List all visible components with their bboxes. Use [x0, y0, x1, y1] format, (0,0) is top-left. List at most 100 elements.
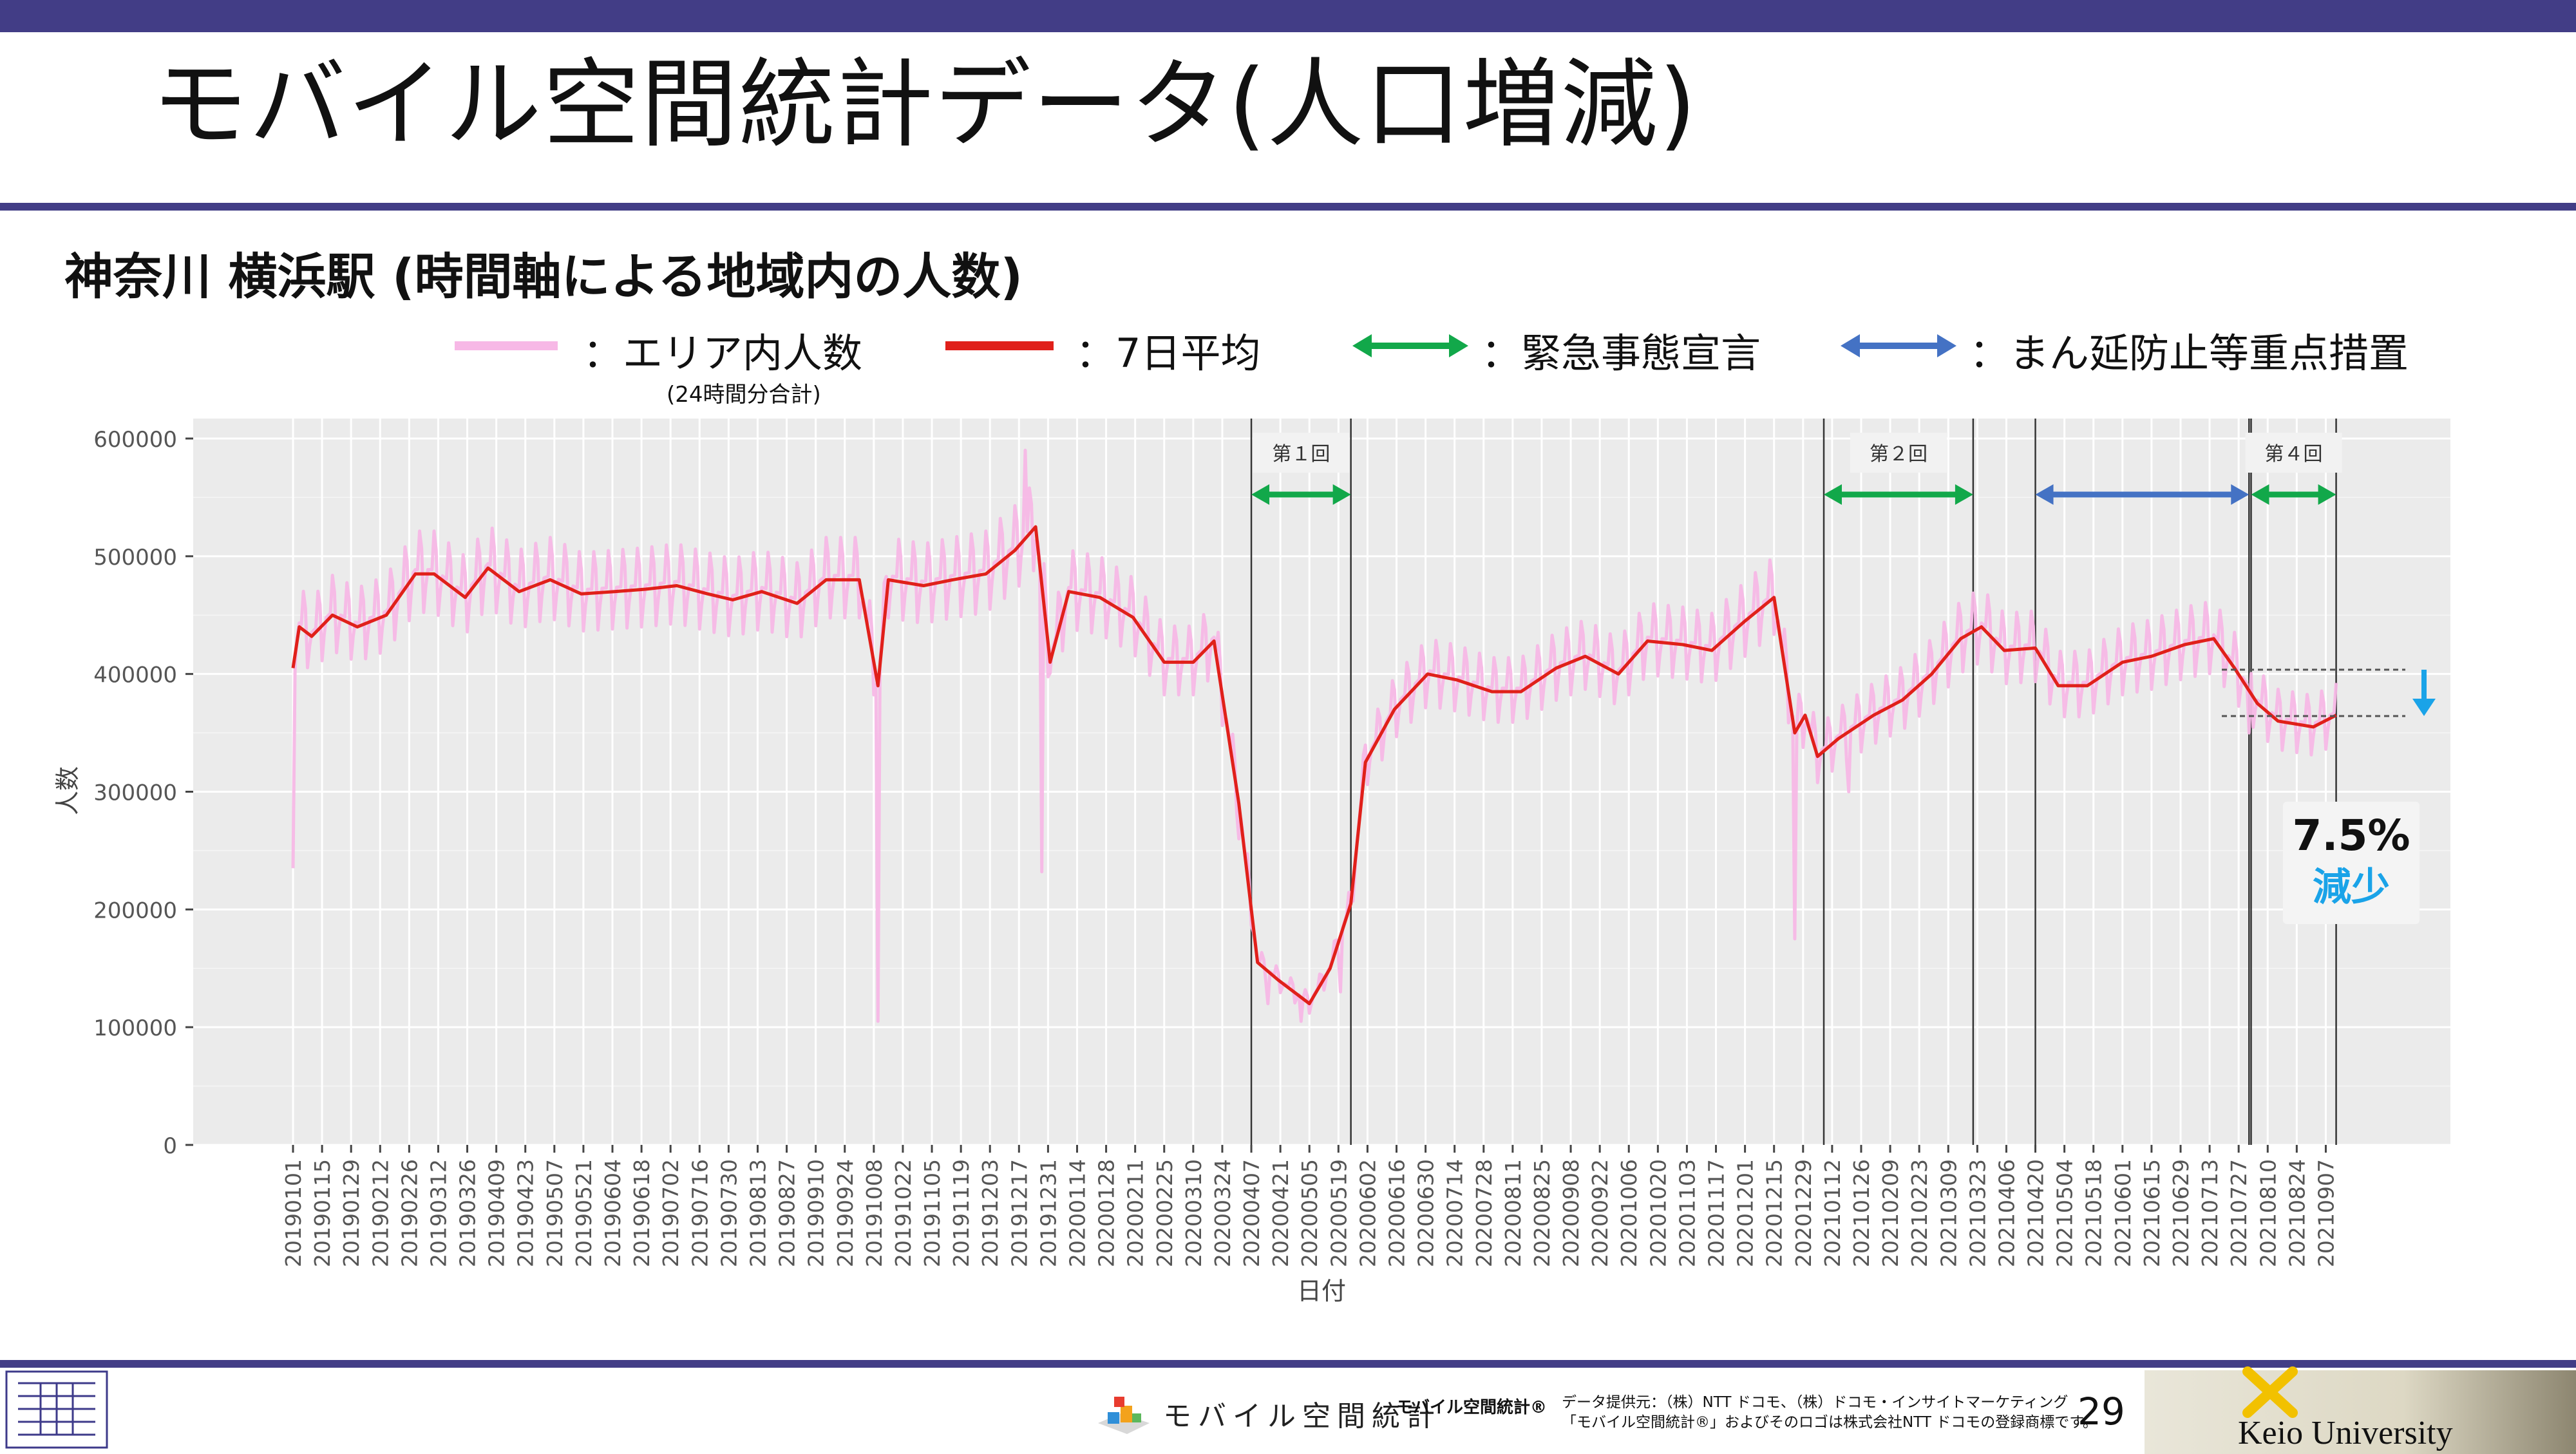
- x-tick-label: 20190312: [426, 1159, 451, 1267]
- x-tick-label: 20200324: [1210, 1159, 1235, 1267]
- mobile-registered-mark: モバイル空間統計®: [1396, 1398, 1548, 1417]
- x-tick-label: 20210223: [1907, 1159, 1932, 1267]
- x-tick-label: 20200602: [1355, 1159, 1380, 1267]
- x-tick-label: 20200114: [1065, 1159, 1090, 1267]
- y-tick-label: 0: [163, 1133, 177, 1159]
- x-tick-label: 20200825: [1530, 1159, 1555, 1267]
- x-tick-label: 20190730: [716, 1159, 741, 1267]
- x-tick-label: 20210406: [1994, 1159, 2019, 1267]
- x-tick-label: 20190423: [513, 1159, 538, 1267]
- x-tick-label: 20190813: [745, 1159, 770, 1267]
- keio-university-text: Keio University: [2238, 1415, 2453, 1451]
- x-tick-label: 20190924: [833, 1159, 858, 1267]
- x-tick-label: 20210601: [2110, 1159, 2136, 1267]
- period-label: 第４回: [2265, 443, 2323, 466]
- period-label-box: [2245, 433, 2342, 473]
- x-tick-label: 20210420: [2023, 1159, 2049, 1267]
- x-tick-label: 20200908: [1558, 1159, 1584, 1267]
- x-tick-label: 20210810: [2255, 1159, 2280, 1267]
- x-tick-label: 20210907: [2313, 1159, 2338, 1267]
- x-tick-label: 20200728: [1472, 1159, 1497, 1267]
- x-tick-label: 20190129: [339, 1159, 364, 1267]
- x-tick-label: 20191105: [920, 1159, 945, 1267]
- x-tick-label: 20210713: [2197, 1159, 2222, 1267]
- y-tick-label: 300000: [93, 780, 177, 806]
- keio-logo: Keio University: [2145, 1366, 2576, 1454]
- y-tick-label: 500000: [93, 545, 177, 571]
- x-tick-label: 20210727: [2226, 1159, 2251, 1267]
- period-arrowhead: [1251, 484, 1270, 505]
- x-tick-label: 20191022: [891, 1159, 916, 1267]
- plot-background: [193, 419, 2450, 1145]
- x-tick-label: 20201020: [1645, 1159, 1671, 1267]
- x-tick-label: 20210323: [1965, 1159, 1990, 1267]
- x-tick-label: 20200811: [1501, 1159, 1526, 1267]
- x-tick-label: 20190604: [600, 1159, 625, 1267]
- period-arrowhead: [2035, 484, 2054, 505]
- x-tick-label: 20210615: [2139, 1159, 2164, 1267]
- period-label: 第１回: [1272, 443, 1330, 466]
- pen-mark-icon: [2242, 1366, 2298, 1418]
- y-axis: 0 100000 200000 300000 400000 500000 600000: [93, 427, 193, 1159]
- x-tick-label: 20201201: [1733, 1159, 1758, 1267]
- x-tick-label: 20190702: [658, 1159, 683, 1267]
- period-arrowhead: [2318, 484, 2336, 505]
- x-tick-label: 20200128: [1094, 1159, 1119, 1267]
- y-tick-label: 100000: [93, 1015, 177, 1041]
- period-arrowhead: [1824, 484, 1842, 505]
- x-tick-label: 20200505: [1297, 1159, 1322, 1267]
- x-tick-label: 20190618: [629, 1159, 654, 1267]
- x-tick-label: 20200421: [1268, 1159, 1293, 1267]
- x-tick-label: 20191119: [949, 1159, 974, 1267]
- period-label: 第２回: [1870, 443, 1927, 466]
- x-tick-label: 20191008: [862, 1159, 887, 1267]
- x-tick-label: 20210824: [2284, 1159, 2309, 1267]
- x-tick-label: 20191203: [978, 1159, 1003, 1267]
- x-tick-label: 20190226: [397, 1159, 422, 1267]
- period-arrowhead: [2231, 484, 2249, 505]
- x-tick-label: 20200630: [1414, 1159, 1439, 1267]
- y-tick-label: 600000: [93, 427, 177, 453]
- x-tick-label: 20210112: [1820, 1159, 1845, 1267]
- x-tick-label: 20210309: [1936, 1159, 1961, 1267]
- x-tick-label: 20201006: [1616, 1159, 1642, 1267]
- period-lines: 第１回 第２回 第４回: [1250, 419, 2342, 1145]
- x-tick-label: 20190716: [687, 1159, 712, 1267]
- x-tick-label: 20190507: [542, 1159, 567, 1267]
- x-tick-label: 20200519: [1326, 1159, 1351, 1267]
- decrease-annotation: 7.5% 減少: [2222, 668, 2436, 924]
- population-chart: 第１回 第２回 第４回 0 100000 200000 300000 400000 50000…: [53, 419, 2450, 1305]
- x-tick-label: 20190521: [571, 1159, 596, 1267]
- x-tick-label: 20201215: [1762, 1159, 1787, 1267]
- mobile-logo-text: モバイル空間統計: [1163, 1400, 1441, 1433]
- footer-divider: [0, 1360, 2576, 1368]
- x-tick-label: 20201229: [1791, 1159, 1816, 1267]
- x-tick-label: 20201103: [1674, 1159, 1700, 1267]
- provider-line-2: 「モバイル空間統計®」およびそのロゴは株式会社NTT ドコモの登録商標です。: [1562, 1414, 2098, 1431]
- x-axis-label: 日付: [1297, 1277, 1346, 1305]
- y-tick-label: 400000: [93, 663, 177, 688]
- period-arrowhead: [2251, 484, 2269, 505]
- data-provider-note: データ提供元：（株）NTT ドコモ、（株）ドコモ・インサイトマーケティング 「モ…: [1562, 1393, 2098, 1433]
- x-tick-label: 20191231: [1036, 1159, 1061, 1267]
- x-axis: 20190101 20190115 20190129 20190212 20190226…: [281, 1145, 2338, 1267]
- mobile-stats-logo: モバイル空間統計: [1095, 1384, 1441, 1442]
- cube-logo-icon: [1098, 1397, 1150, 1434]
- x-tick-label: 20190326: [455, 1159, 480, 1267]
- avg-line: [291, 525, 2337, 1006]
- page-number: 29: [2078, 1390, 2125, 1433]
- x-tick-label: 20210209: [1878, 1159, 1903, 1267]
- x-tick-label: 20200225: [1152, 1159, 1177, 1267]
- lab-logo: [5, 1370, 108, 1449]
- x-tick-label: 20200616: [1385, 1159, 1410, 1267]
- x-tick-label: 20190910: [804, 1159, 829, 1267]
- period-arrowhead: [1332, 484, 1351, 505]
- x-tick-label: 20190409: [484, 1159, 509, 1267]
- y-tick-label: 200000: [93, 898, 177, 923]
- x-tick-label: 20210504: [2052, 1159, 2078, 1267]
- x-tick-label: 20210518: [2081, 1159, 2107, 1267]
- chart-subtitle: 神奈川 横浜駅 (時間軸による地域内の人数): [64, 248, 1023, 305]
- page-title: モバイル空間統計データ(人口増減): [151, 49, 1698, 161]
- x-tick-label: 20190827: [775, 1159, 800, 1267]
- x-tick-label: 20190212: [368, 1159, 393, 1267]
